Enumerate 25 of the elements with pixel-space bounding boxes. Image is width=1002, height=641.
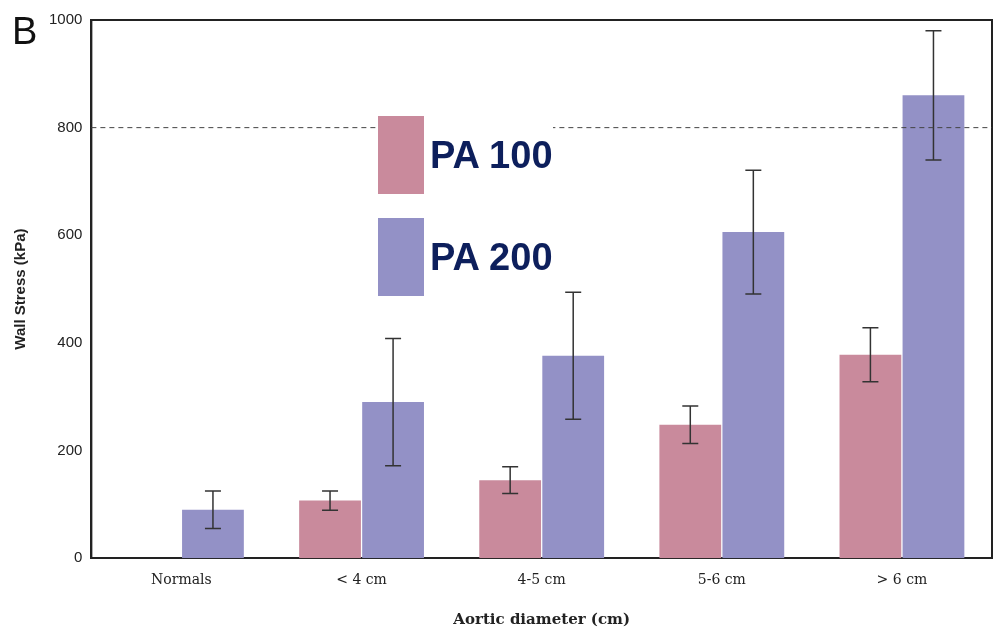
y-tick-label: 600 bbox=[57, 225, 83, 243]
y-axis-title: Wall Stress (kPa) bbox=[11, 228, 29, 350]
bar bbox=[299, 500, 361, 559]
x-tick-label: < 4 cm bbox=[336, 571, 387, 588]
y-tick-label: 200 bbox=[57, 440, 83, 458]
legend-label: PA 200 bbox=[430, 235, 553, 279]
x-tick-label: > 6 cm bbox=[876, 571, 928, 588]
bar bbox=[479, 480, 542, 559]
x-tick-label: 4-5 cm bbox=[517, 571, 566, 588]
text: B bbox=[12, 10, 38, 53]
bar bbox=[902, 95, 965, 559]
bar bbox=[659, 424, 722, 559]
x-axis-title: Aortic diameter (cm) bbox=[452, 609, 631, 628]
legend-label: PA 100 bbox=[430, 133, 553, 177]
y-tick-label: 400 bbox=[57, 333, 83, 351]
x-tick-label: 5-6 cm bbox=[697, 571, 746, 588]
x-tick-label: Normals bbox=[151, 571, 212, 588]
y-tick-label: 0 bbox=[74, 548, 83, 566]
y-tick-label: 800 bbox=[57, 117, 83, 135]
bar bbox=[839, 354, 902, 559]
bar bbox=[362, 402, 424, 559]
bar bbox=[542, 355, 605, 559]
bar bbox=[182, 509, 244, 559]
bar bbox=[722, 232, 785, 559]
y-tick-label: 1000 bbox=[48, 10, 83, 28]
